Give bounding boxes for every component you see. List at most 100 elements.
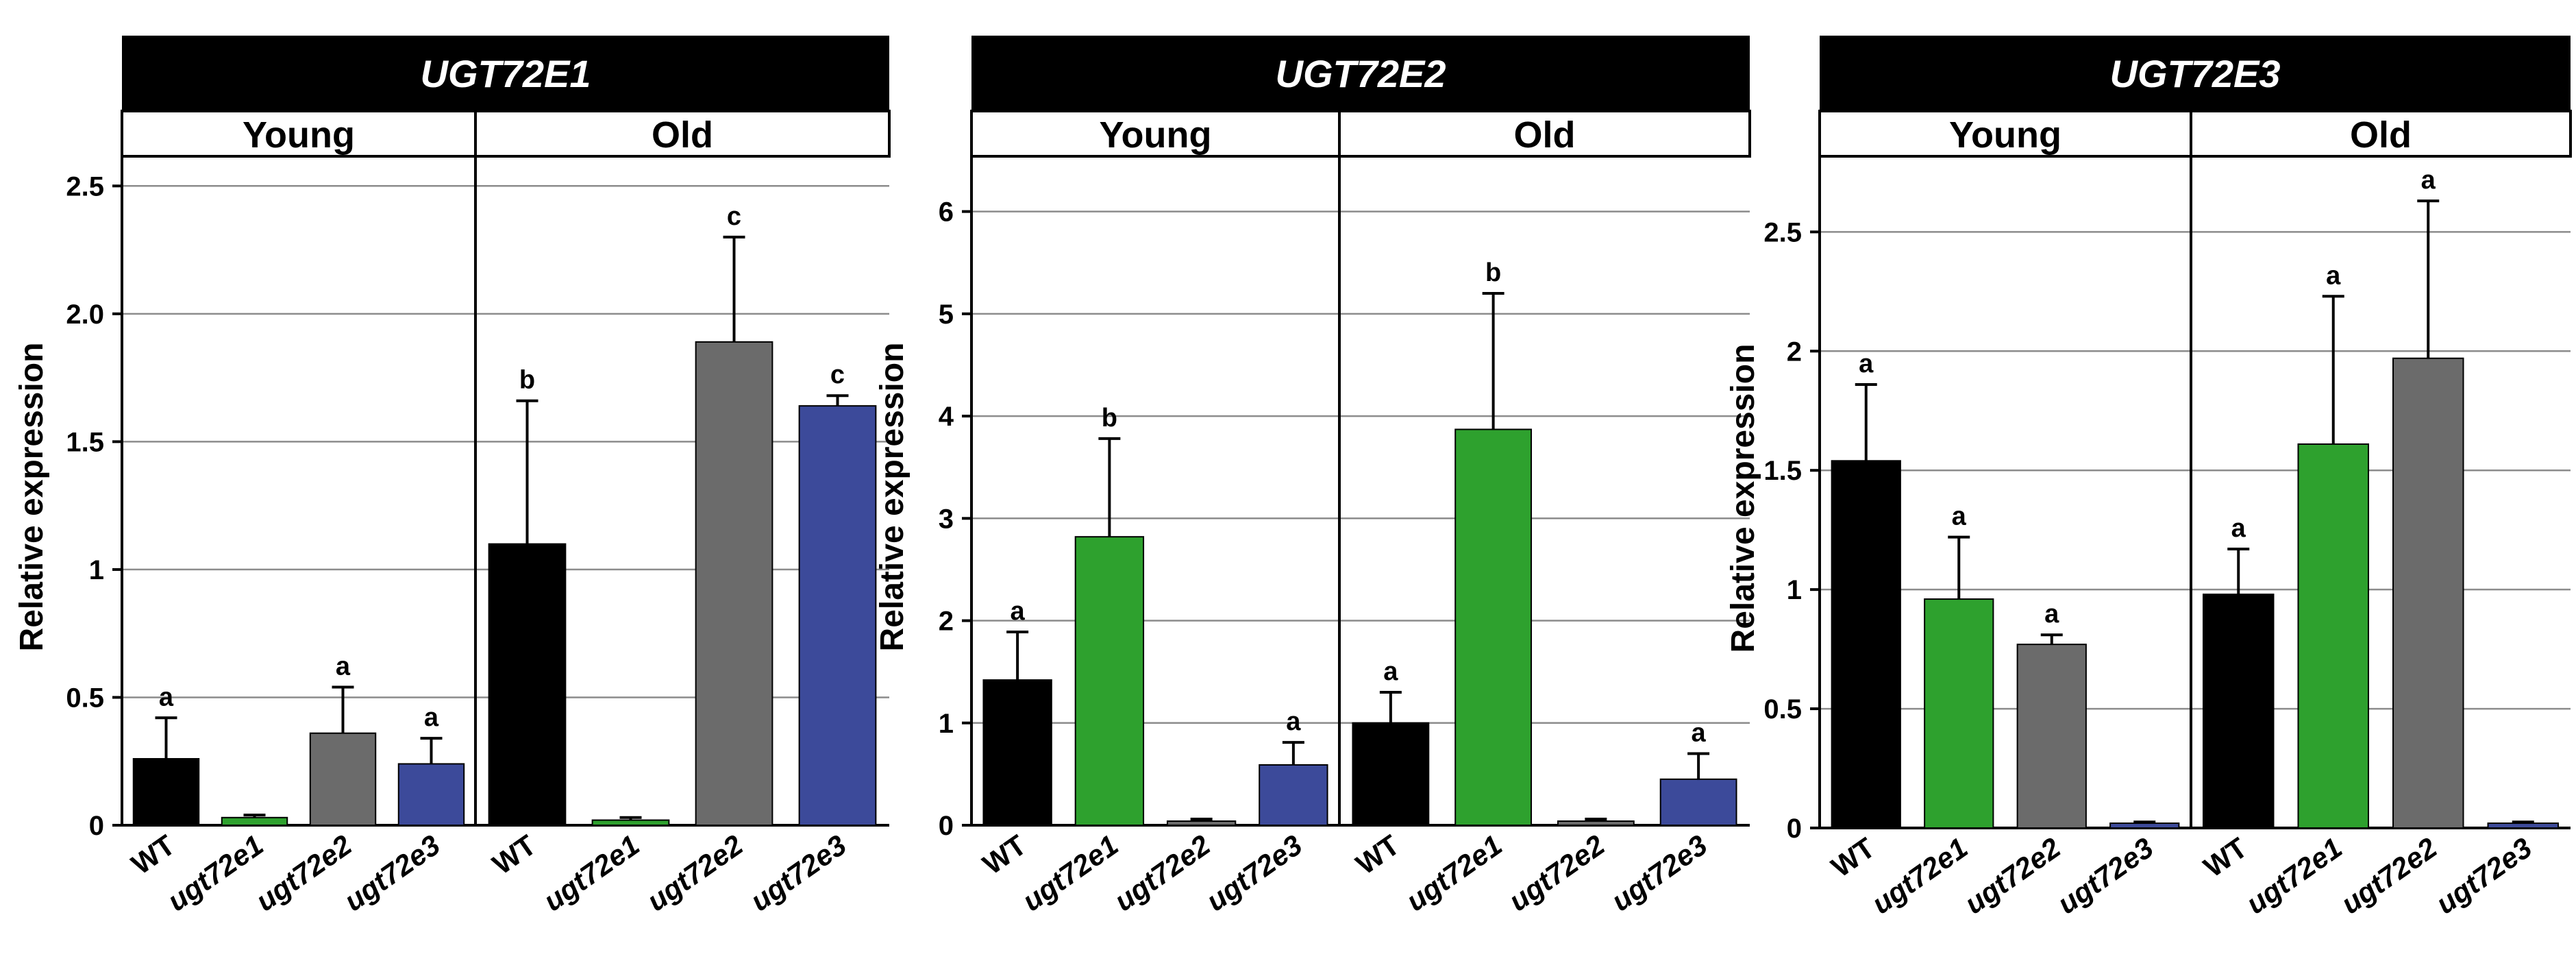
x-tick-label: ugt72e3: [1605, 829, 1713, 918]
significance-letter: a: [2326, 261, 2341, 290]
x-tick-label: ugt72e3: [338, 829, 446, 918]
group-header-box: [1818, 110, 2572, 158]
y-tick-label: 0: [89, 811, 104, 841]
group-label-young: Young: [1100, 114, 1212, 156]
significance-letter: a: [1383, 657, 1398, 686]
y-tick-label: 0: [939, 811, 954, 841]
chart-title: UGT72E1: [421, 52, 591, 95]
y-tick-label: 1.5: [1763, 456, 1802, 486]
bar-young-ugt72e3: [1259, 764, 1328, 827]
title-bar: [971, 36, 1750, 111]
group-label-old: Old: [2350, 114, 2412, 156]
x-tick-label: WT: [977, 829, 1032, 881]
group-label-old: Old: [652, 114, 713, 156]
y-axis-label: Relative expression: [14, 343, 50, 652]
x-tick-label: ugt72e3: [745, 829, 852, 918]
bar-young-ugt72e1: [1924, 598, 1994, 829]
x-tick-label: ugt72e2: [1109, 829, 1216, 918]
y-tick-label: 4: [939, 402, 954, 432]
y-tick-label: 0.5: [66, 683, 104, 713]
y-tick-label: 0: [1787, 814, 1802, 844]
significance-letter: a: [336, 653, 351, 681]
bar-young-wt: [132, 758, 200, 826]
chart-panel-2: UGT72E2 0 1 2 3 4 5 6 Relative expression Young a W…: [874, 36, 1751, 918]
x-tick-label: ugt72e2: [250, 829, 358, 918]
y-tick-label: 1: [939, 709, 954, 739]
bar-young-ugt72e1: [1074, 536, 1145, 827]
bar-young-ugt72e2: [309, 732, 377, 826]
bar-old-ugt72e2: [2392, 357, 2464, 829]
chart-title: UGT72E3: [2110, 52, 2281, 95]
significance-letter: c: [727, 202, 741, 231]
bar-young-ugt72e2: [2016, 644, 2087, 829]
bar-old-ugt72e1: [591, 819, 670, 826]
significance-letter: a: [1286, 707, 1301, 736]
significance-letter: b: [1485, 258, 1501, 287]
x-tick-label: WT: [1825, 831, 1881, 883]
x-tick-label: ugt72e1: [538, 829, 645, 918]
significance-letter: a: [2421, 166, 2436, 195]
group-label-young: Young: [1949, 114, 2061, 156]
y-tick-label: 2: [1787, 337, 1802, 367]
chart-panel-1: UGT72E1 0 0.5 1 1.5 2.0 2.5 Relative expression…: [14, 36, 891, 918]
x-tick-label: ugt72e3: [2051, 831, 2159, 921]
significance-letter: a: [159, 683, 174, 711]
x-tick-label: ugt72e3: [1200, 829, 1308, 918]
bar-old-wt: [488, 543, 567, 826]
x-tick-label: WT: [2198, 831, 2253, 883]
significance-letter: a: [1692, 719, 1707, 748]
x-tick-label: WT: [125, 829, 181, 881]
bar-young-wt: [982, 679, 1052, 826]
x-tick-label: ugt72e1: [162, 829, 269, 918]
x-tick-label: ugt72e3: [2430, 831, 2538, 921]
group-label-old: Old: [1514, 114, 1576, 156]
y-tick-label: 3: [939, 504, 954, 534]
bar-old-wt: [1352, 722, 1430, 827]
y-tick-label: 2: [939, 607, 954, 637]
x-tick-label: ugt72e2: [1959, 831, 2066, 921]
x-tick-label: ugt72e2: [641, 829, 749, 918]
significance-letter: c: [830, 361, 845, 389]
y-tick-label: 2.5: [1763, 217, 1802, 247]
chart-title: UGT72E2: [1276, 52, 1446, 95]
title-bar: [1820, 36, 2571, 111]
y-tick-label: 1.5: [66, 427, 104, 457]
significance-letter: a: [2231, 514, 2246, 543]
bar-young-wt: [1831, 460, 1901, 829]
bar-old-wt: [2203, 594, 2275, 829]
y-tick-label: 5: [939, 300, 954, 330]
x-tick-label: ugt72e2: [1503, 829, 1611, 918]
y-axis-label: Relative expression: [874, 343, 911, 652]
y-tick-label: 6: [939, 197, 954, 228]
x-tick-label: ugt72e1: [1866, 831, 1973, 921]
bar-old-ugt72e3: [1659, 778, 1737, 827]
bar-young-ugt72e2: [1166, 820, 1237, 826]
bar-old-ugt72e1: [2297, 443, 2369, 829]
chart-panel-3: UGT72E3 0 0.5 1 1.5 2 2.5 Relative expression Yo…: [1725, 36, 2572, 921]
y-axis-label: Relative expression: [1725, 344, 1761, 653]
significance-letter: a: [2044, 600, 2059, 629]
significance-letter: b: [519, 366, 535, 395]
bar-old-ugt72e2: [1557, 820, 1635, 826]
bar-young-ugt72e3: [2109, 822, 2180, 829]
x-tick-label: ugt72e1: [2240, 831, 2348, 921]
bar-young-ugt72e3: [397, 763, 465, 827]
x-tick-label: WT: [1350, 829, 1406, 881]
x-tick-label: ugt72e2: [2335, 831, 2442, 921]
y-tick-label: 1: [1787, 575, 1802, 605]
group-label-young: Young: [243, 114, 355, 156]
title-bar: [122, 36, 889, 111]
group-header-box: [121, 110, 891, 158]
x-tick-label: ugt72e1: [1400, 829, 1508, 918]
y-tick-label: 1: [89, 555, 104, 585]
significance-letter: a: [1011, 597, 1026, 626]
x-tick-label: WT: [486, 829, 542, 881]
group-header-box: [970, 110, 1751, 158]
significance-letter: a: [1859, 350, 1874, 378]
bar-old-ugt72e3: [2487, 822, 2559, 829]
significance-letter: a: [424, 703, 439, 732]
bar-old-ugt72e3: [798, 405, 877, 826]
bar-old-ugt72e2: [695, 341, 773, 826]
